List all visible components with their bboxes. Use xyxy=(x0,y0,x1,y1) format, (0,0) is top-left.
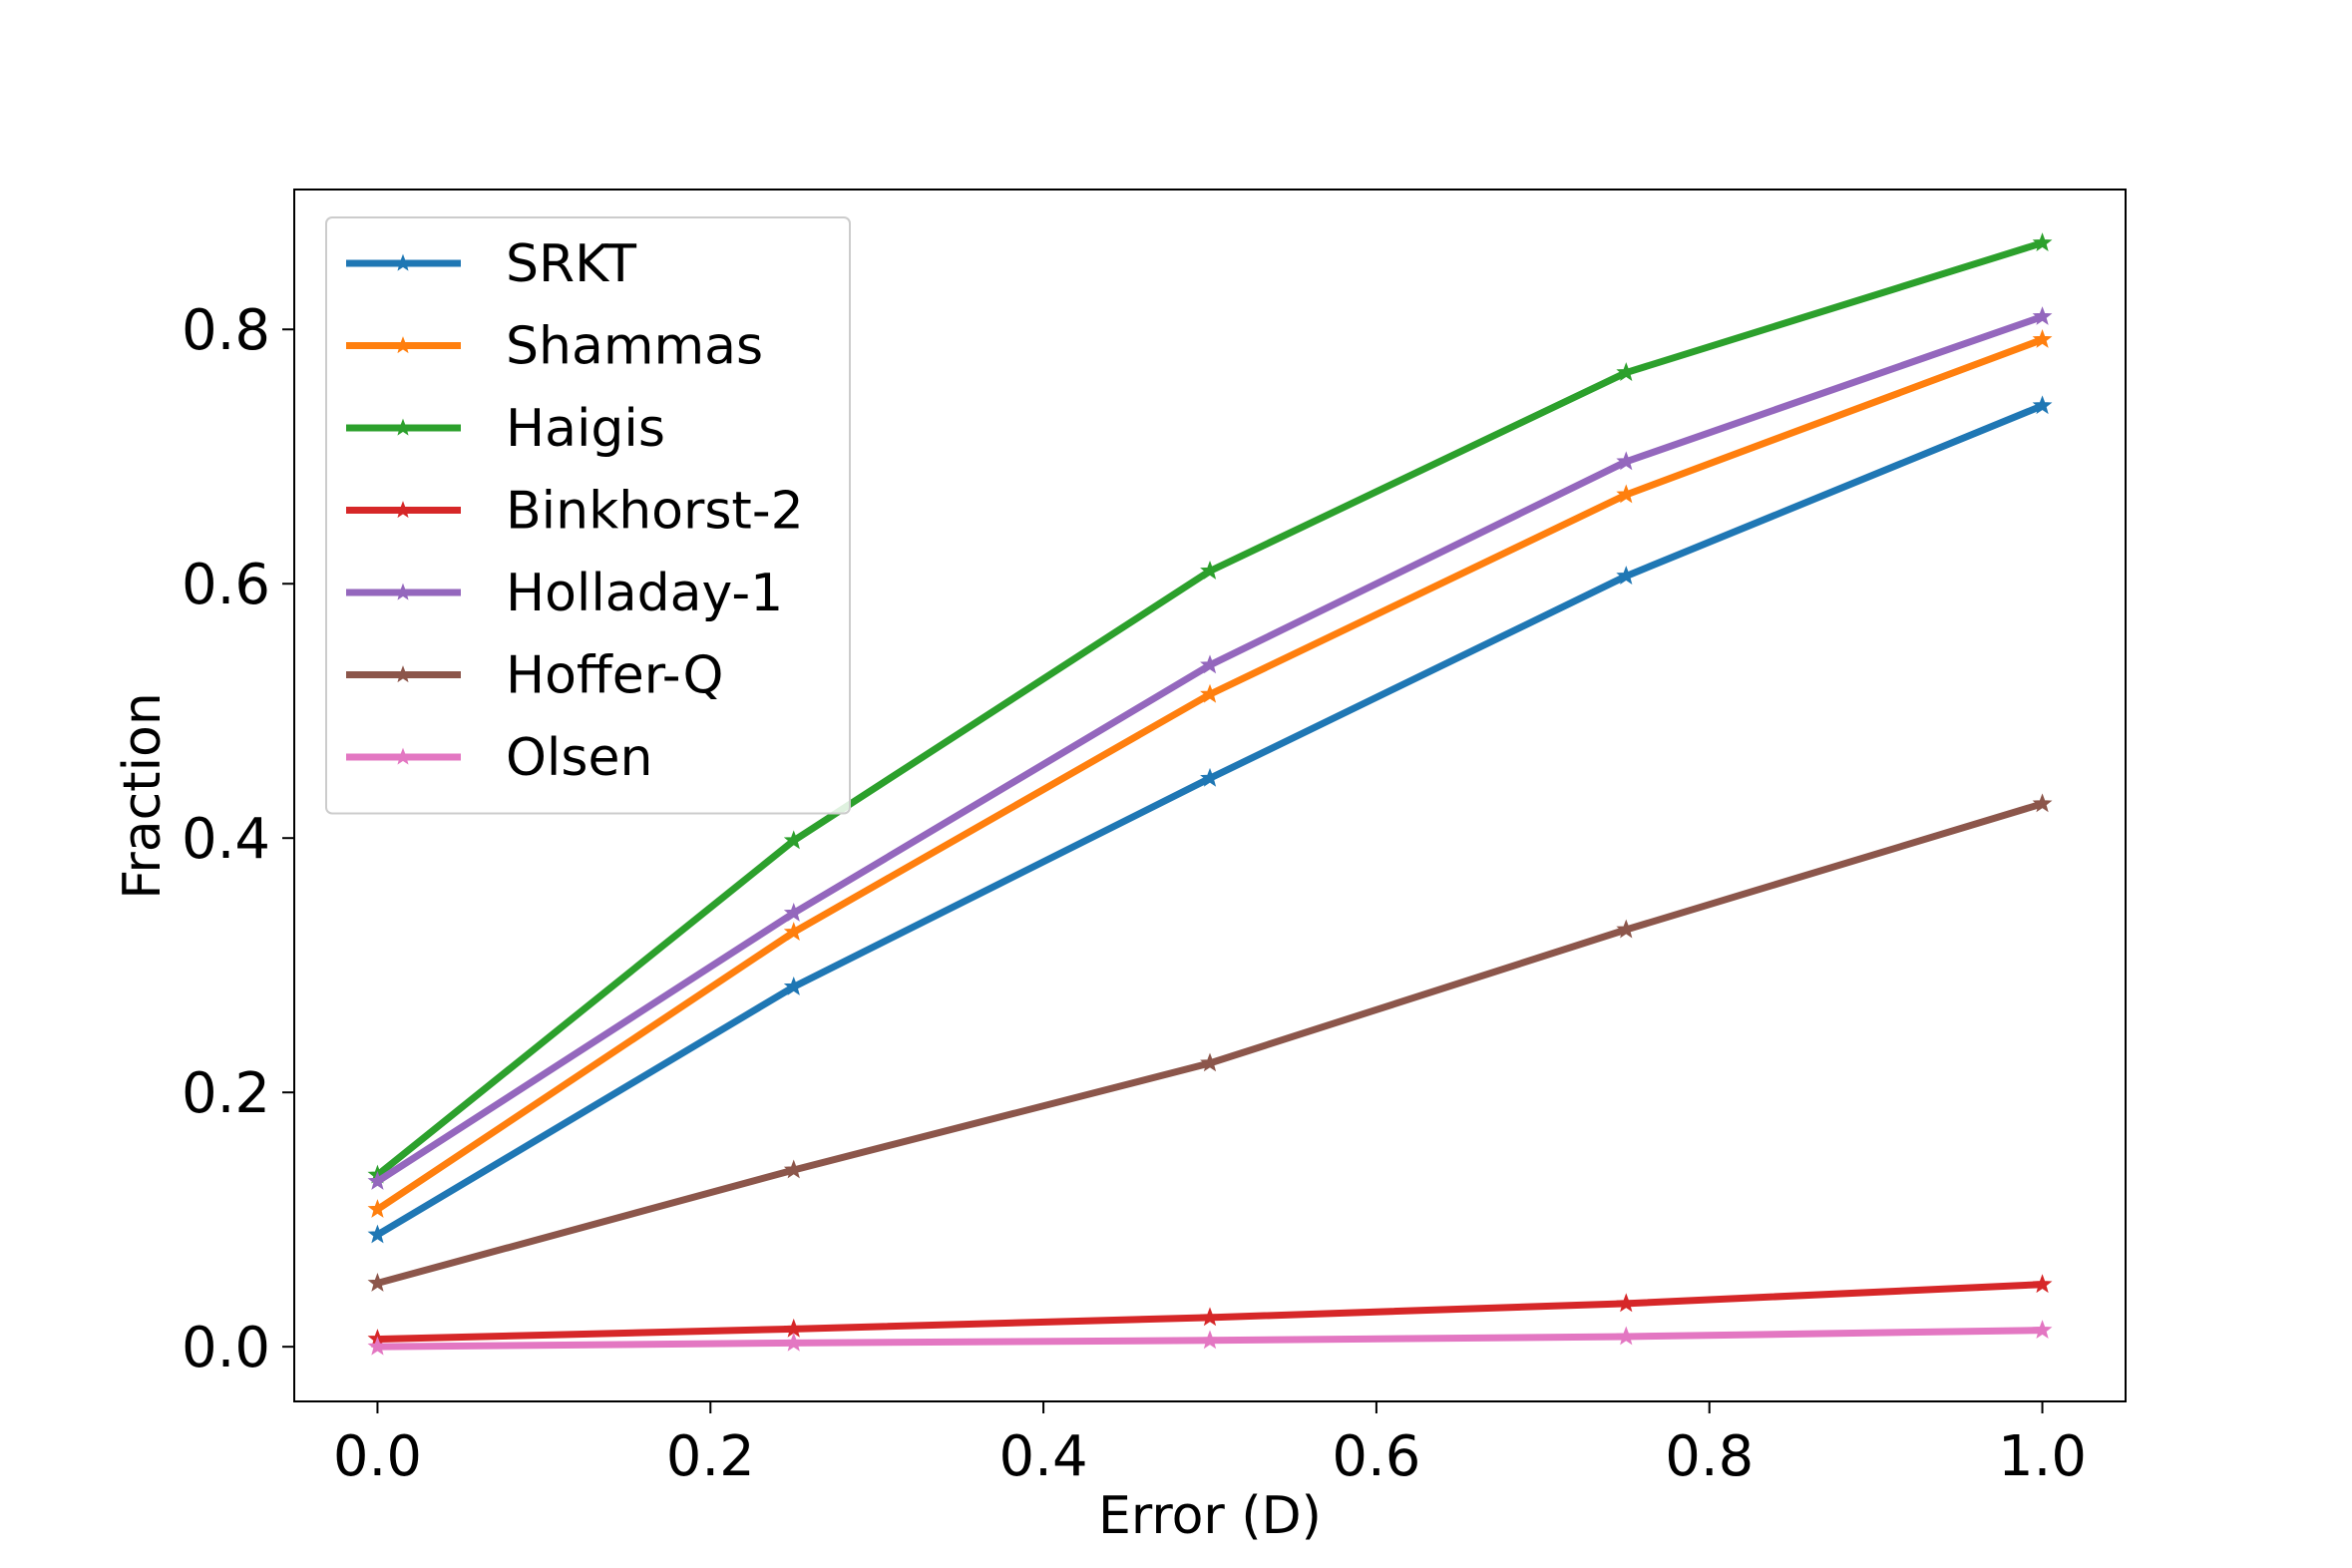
x-tick-label: 0.2 xyxy=(666,1424,755,1489)
data-point xyxy=(367,1273,388,1292)
data-point xyxy=(1200,561,1220,580)
legend-item: Binkhorst-2 xyxy=(346,482,804,542)
legend-item: Shammas xyxy=(346,317,763,377)
legend-marker xyxy=(394,501,412,519)
series-shammas xyxy=(367,329,2053,1218)
x-axis-ticks: 0.0 0.2 0.4 0.6 0.8 1.0 xyxy=(333,1401,2087,1489)
data-point xyxy=(1200,654,1220,674)
data-point xyxy=(2032,232,2053,251)
x-axis-label: Error (D) xyxy=(1098,1486,1322,1546)
y-tick-label: 0.0 xyxy=(182,1316,270,1380)
legend-item: Hoffer-Q xyxy=(346,646,723,706)
data-point xyxy=(367,1171,388,1190)
x-tick-label: 0.0 xyxy=(333,1424,422,1489)
legend-item: Haigis xyxy=(346,399,665,459)
legend-label: Holladay-1 xyxy=(506,564,783,623)
y-tick-label: 0.6 xyxy=(182,553,270,617)
x-tick-label: 0.4 xyxy=(999,1424,1088,1489)
legend-label: Haigis xyxy=(506,399,665,459)
x-tick-label: 1.0 xyxy=(1998,1424,2087,1489)
data-point xyxy=(1200,1330,1220,1350)
series-hoffer-q xyxy=(367,793,2053,1292)
legend-marker xyxy=(394,418,412,436)
data-point xyxy=(1200,1052,1220,1072)
legend-item: SRKT xyxy=(346,234,636,294)
legend-box xyxy=(325,216,851,815)
y-tick-label: 0.8 xyxy=(182,298,270,363)
legend-marker xyxy=(394,665,412,683)
data-point xyxy=(783,1159,804,1179)
legend-marker xyxy=(394,583,412,600)
y-axis-ticks: 0.0 0.2 0.4 0.6 0.8 xyxy=(182,298,294,1380)
legend-marker xyxy=(394,747,412,765)
data-point xyxy=(783,922,804,941)
data-point xyxy=(783,903,804,922)
data-point xyxy=(2032,1274,2053,1294)
legend-item: Olsen xyxy=(346,728,652,788)
data-point xyxy=(367,1336,388,1356)
data-point xyxy=(1200,683,1220,703)
data-point xyxy=(1616,1293,1637,1313)
y-axis-label: Fraction xyxy=(113,692,173,900)
legend-label: Shammas xyxy=(506,317,763,377)
data-point xyxy=(367,1199,388,1218)
y-tick-label: 0.4 xyxy=(182,807,270,872)
series-olsen xyxy=(367,1320,2053,1356)
data-point xyxy=(367,1224,388,1244)
data-point xyxy=(783,830,804,850)
data-point xyxy=(1616,1326,1637,1346)
data-point xyxy=(1200,1307,1220,1327)
legend-label: Hoffer-Q xyxy=(506,646,723,706)
legend-label: Binkhorst-2 xyxy=(506,482,804,542)
legend: SRKT Shammas Haigis Binkhorst-2 Holladay-1 Ho… xyxy=(325,216,851,815)
data-point xyxy=(1616,919,1637,939)
series-holladay-1 xyxy=(367,306,2053,1190)
y-tick-label: 0.2 xyxy=(182,1061,270,1126)
data-point xyxy=(783,1332,804,1352)
legend-label: SRKT xyxy=(506,234,636,294)
x-tick-label: 0.8 xyxy=(1665,1424,1754,1489)
x-tick-label: 0.6 xyxy=(1332,1424,1420,1489)
data-point xyxy=(2032,1320,2053,1340)
legend-label: Olsen xyxy=(506,728,652,788)
data-point xyxy=(2032,395,2053,415)
data-point xyxy=(783,976,804,995)
data-point xyxy=(2032,306,2053,325)
legend-marker xyxy=(394,336,412,354)
data-point xyxy=(1616,362,1637,382)
data-point xyxy=(2032,329,2053,348)
legend-item: Holladay-1 xyxy=(346,564,783,623)
data-point xyxy=(1616,451,1637,471)
data-point xyxy=(1200,767,1220,787)
plot-area-frame xyxy=(293,189,2127,1402)
series-srkt xyxy=(367,395,2053,1244)
series-layer xyxy=(367,232,2053,1356)
data-point xyxy=(1616,484,1637,504)
data-point xyxy=(2032,793,2053,813)
data-point xyxy=(1616,566,1637,586)
legend-marker xyxy=(394,253,412,271)
